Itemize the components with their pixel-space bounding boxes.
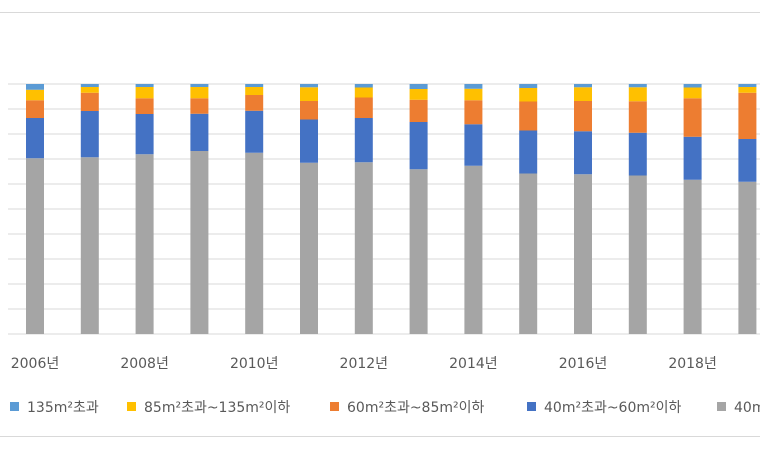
x-tick-label: 2014년: [449, 356, 498, 372]
bar-segment: [738, 84, 757, 87]
bar-segment: [245, 110, 264, 153]
bar-segment: [574, 87, 592, 101]
bar-segment: [190, 84, 209, 87]
bar-segment: [300, 87, 318, 101]
bar-segment: [409, 89, 428, 100]
gridlines: [8, 83, 760, 335]
x-tick-label: 2006년: [11, 356, 60, 372]
bar-segment: [300, 101, 318, 120]
legend-swatch: [717, 402, 726, 411]
bar-segment: [354, 118, 373, 163]
bar-segment: [519, 101, 538, 131]
legend-label: 135m²초과: [27, 400, 99, 416]
legend: 135m²초과 85m²초과~135m²이하 60m²초과~85m²이하 40m²초과…: [10, 400, 760, 416]
bar-segment: [628, 175, 647, 334]
bar-segment: [354, 87, 373, 98]
legend-label: 60m²초과~85m²이하: [347, 400, 484, 416]
bar-segment: [190, 87, 209, 99]
legend-swatch: [127, 402, 136, 411]
bar-segment: [683, 98, 702, 137]
bar-segment: [519, 84, 538, 88]
bar-segment: [135, 87, 154, 99]
legend-label: 85m²초과~135m²이하: [144, 400, 290, 416]
x-tick-label: 2018년: [668, 356, 717, 372]
bar-segment: [409, 99, 428, 122]
bar-segment: [300, 84, 318, 88]
bar-segment: [683, 84, 702, 88]
x-tick-label: 2010년: [230, 356, 279, 372]
bar-segment: [300, 162, 318, 334]
legend-swatch: [10, 402, 19, 411]
bar-segment: [628, 132, 647, 176]
bar-segment: [574, 174, 592, 334]
bar-segment: [574, 84, 592, 88]
legend-label: 40m²초과~60m²이하: [544, 400, 681, 416]
bar-segment: [738, 181, 757, 334]
bar-segment: [409, 169, 428, 334]
x-axis-tick-labels: 2006년 2008년 2010년 2012년 2014년 2016년 2018년: [11, 356, 717, 372]
bar-segment: [80, 87, 99, 93]
bar-segment: [135, 98, 154, 114]
bar-segment: [519, 173, 538, 334]
bar-segment: [80, 84, 99, 87]
bar-segment: [464, 84, 483, 89]
bar-segment: [409, 122, 428, 170]
legend-swatch: [330, 402, 339, 411]
bar-segment: [80, 111, 99, 158]
bar-segment: [628, 87, 647, 102]
legend-swatch: [527, 402, 536, 411]
legend-label: 40m²이하: [734, 400, 760, 416]
bar-segment: [190, 98, 209, 114]
bar-segment: [628, 101, 647, 133]
bar-segment: [354, 162, 373, 334]
bar-segment: [26, 100, 44, 118]
bar-segment: [135, 84, 154, 87]
bar-segment: [80, 92, 99, 111]
x-tick-label: 2008년: [120, 356, 169, 372]
bar-segment: [354, 84, 373, 88]
bar-segment: [409, 84, 428, 89]
bar-segment: [574, 101, 592, 132]
bar-segment: [26, 118, 44, 159]
bar-segment: [464, 124, 483, 166]
bar-segment: [519, 88, 538, 102]
bar-segment: [738, 139, 757, 182]
bar-segment: [683, 136, 702, 180]
x-tick-label: 2016년: [559, 356, 608, 372]
bar-segment: [354, 97, 373, 118]
bar-segment: [135, 114, 154, 155]
bar-segment: [26, 84, 44, 90]
bar-segment: [738, 92, 757, 139]
bar-segment: [300, 119, 318, 163]
bar-segment: [80, 157, 99, 334]
bar-segment: [245, 152, 264, 334]
bar-segment: [464, 100, 483, 125]
bar-segment: [519, 130, 538, 174]
bar-segment: [738, 87, 757, 93]
bar-segment: [628, 84, 647, 88]
bar-segment: [683, 87, 702, 99]
bar-segment: [190, 113, 209, 151]
bar-segment: [683, 179, 702, 334]
bar-segment: [245, 87, 264, 95]
bar-segment: [190, 151, 209, 334]
bar-segment: [574, 131, 592, 175]
bar-segment: [135, 154, 154, 334]
bar-stacks: [26, 84, 757, 334]
bar-segment: [26, 89, 44, 101]
bar-segment: [245, 84, 264, 87]
x-tick-label: 2012년: [340, 356, 389, 372]
bar-segment: [26, 158, 44, 334]
bar-segment: [464, 88, 483, 101]
bar-segment: [245, 95, 264, 111]
bar-segment: [464, 165, 483, 334]
